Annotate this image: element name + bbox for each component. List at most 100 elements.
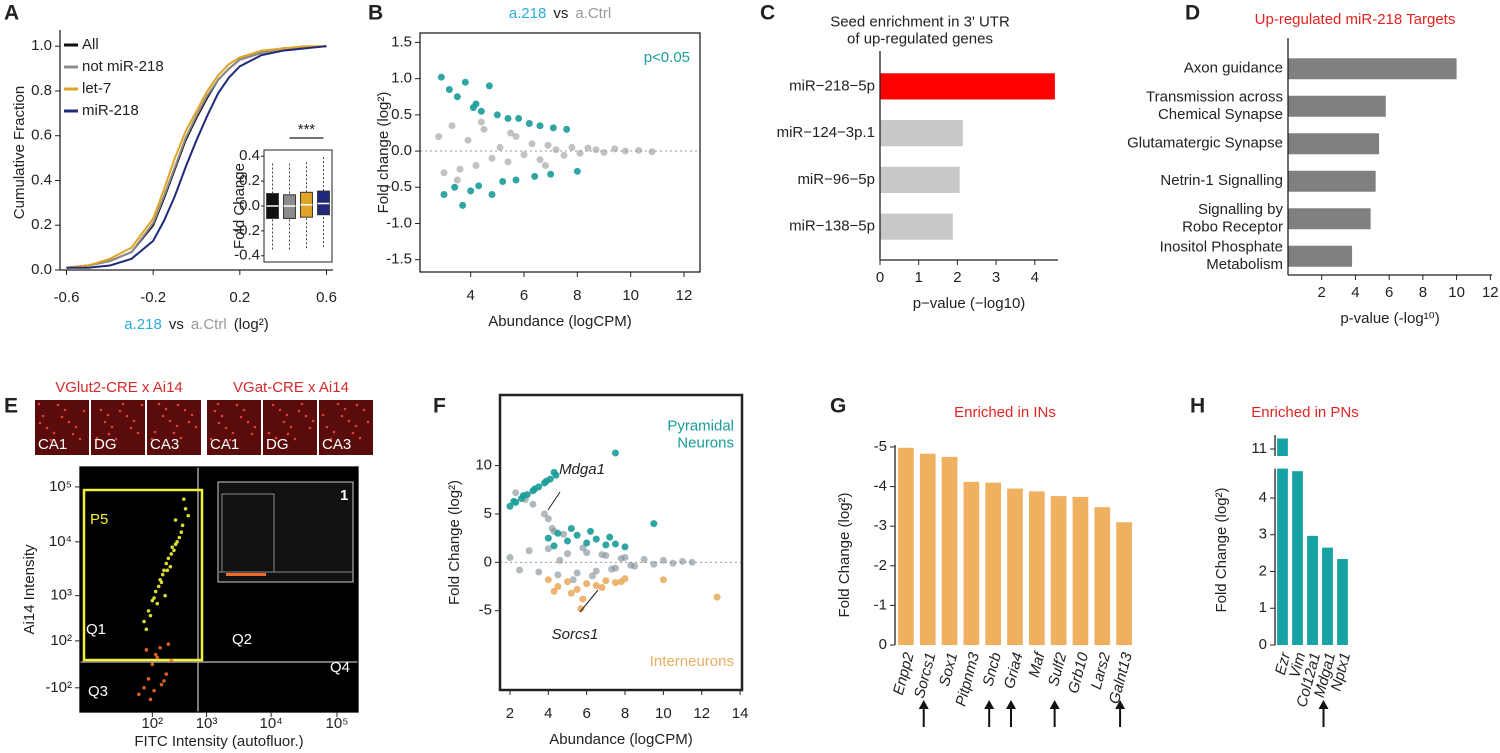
y-tick-label: -2 [874,557,887,574]
bar [1072,496,1089,645]
point [592,146,600,154]
cell [209,437,213,441]
text-line: Robo Receptor [1182,218,1283,235]
point [552,146,560,154]
point [163,593,167,598]
point [536,156,544,164]
point [568,143,576,151]
point [528,140,536,148]
cell [71,432,75,436]
point [437,73,445,81]
point [150,598,155,603]
x-tick-label: 10⁴ [260,715,283,732]
x-tick-label: 4 [1031,269,1039,286]
cell [187,420,191,424]
cell [52,431,56,435]
cell [355,403,359,407]
cell [45,426,49,430]
thumbnail [217,481,354,583]
cell [41,414,45,418]
text-line: Inositol Phosphate [1160,239,1283,256]
y-tick-label: -5 [874,438,887,455]
bar [1116,522,1132,645]
point [579,544,587,552]
point [155,655,160,660]
cell [136,431,140,435]
category-label: Signalling by Robo Receptor [1182,201,1283,235]
cell [216,402,220,406]
point [567,589,575,597]
y-axis-label: Fold change (log²) [375,92,392,214]
cell [168,419,172,423]
x-tick-label: 6 [520,287,528,304]
cell [300,402,304,406]
point [563,125,571,133]
cell [60,415,64,419]
callout [547,491,561,511]
category-label: Maf [1026,649,1049,679]
bar [1307,535,1318,645]
point [169,552,174,556]
point [542,477,550,485]
label: a.218 vs a.Ctrl (log²) [124,316,268,333]
plot-frame [419,32,701,273]
point [606,533,614,541]
point [544,141,552,149]
x-tick-label: 0 [876,269,884,286]
point [627,561,635,569]
point [650,560,658,568]
bar [919,453,936,645]
panel-label: B [368,2,383,25]
point [679,557,687,565]
cell [132,419,136,423]
point [488,191,496,199]
x-tick-label: 10³ [196,715,218,732]
point [512,133,520,141]
text-line: Neurons [677,435,734,452]
thumbnail-dots [226,573,266,576]
bar [985,482,1002,645]
label: a.218 vs a.Ctrl [509,5,611,22]
point [152,596,156,600]
bar [1288,170,1376,192]
y-axis-label: Fold Change (log²) [446,480,463,605]
point [146,677,151,681]
point [168,564,173,569]
y-tick-label: 0.5 [391,106,412,123]
x-tick-label: -0.2 [140,289,166,306]
point [669,559,677,567]
annotation: Mdga1 [559,461,605,478]
x-axis-label: Abundance (logCPM) [488,313,631,330]
legend-label: not miR-218 [82,58,164,75]
y-tick-label: -0.5 [386,178,412,195]
x-tick-label: 12 [1482,284,1499,301]
chart-title: Enriched in INs [954,404,1056,421]
cell [253,425,257,429]
point [554,583,562,591]
y-tick-label: 0.4 [31,171,52,188]
cell [278,408,282,412]
x-tick-label: 10⁵ [326,715,349,732]
point [549,124,557,132]
cell [347,419,351,423]
cell [286,432,290,436]
text-line: Pyramidal [667,417,734,434]
cell [220,414,224,418]
cell [308,426,312,430]
category-label: Axon guidance [1184,60,1283,77]
point [177,535,182,540]
bar [1277,438,1288,456]
point [504,114,512,122]
arrow-head [984,700,995,709]
point [550,542,558,550]
image-title: VGlut2-CRE x Ai14 [55,379,183,396]
point [510,497,518,505]
x-tick-label: 6 [583,705,591,722]
point [540,510,548,518]
point [598,551,606,559]
x-tick-label: 12 [676,287,693,304]
cell [175,424,179,428]
y-axis-label: Fold Change [231,163,248,249]
tile-label: DG [94,436,117,453]
point [560,530,568,538]
